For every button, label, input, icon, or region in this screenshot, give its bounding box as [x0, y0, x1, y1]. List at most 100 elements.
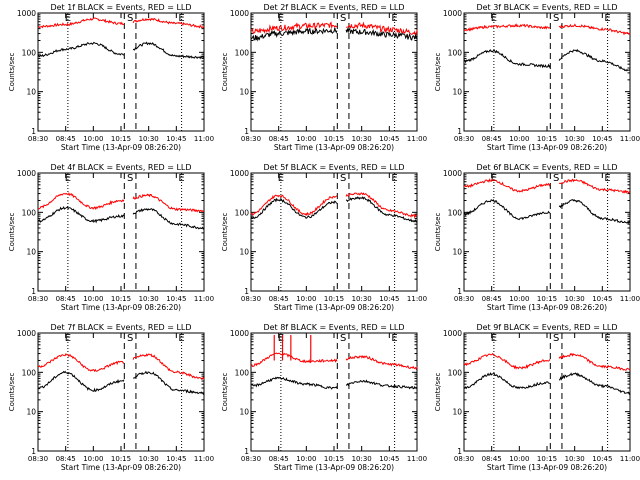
x-tick-label: 08:30: [28, 455, 48, 463]
y-axis-label: Counts/sec: [8, 213, 16, 252]
y-tick-label: 1: [31, 287, 36, 296]
y-tick-label: 10: [239, 408, 249, 417]
lld-rate-series: [250, 21, 418, 37]
plot-frame: [463, 12, 631, 132]
y-tick-label: 100: [448, 208, 463, 217]
y-tick-label: 100: [22, 48, 37, 57]
y-tick-label: 1000: [17, 9, 36, 18]
x-tick-label: 10:00: [509, 135, 529, 143]
marker-label: E: [604, 13, 610, 24]
lld-rate-series: [38, 352, 205, 380]
x-tick-label: 10:45: [592, 455, 612, 463]
y-tick-label: 1000: [230, 169, 249, 178]
y-tick-label: 10: [239, 248, 249, 257]
marker-label: E: [391, 173, 397, 184]
y-tick-label: 1: [31, 447, 36, 456]
y-tick-label: 100: [448, 48, 463, 57]
x-axis-label: Start Time (13-Apr-09 08:26:20): [61, 463, 181, 472]
marker-label: E: [178, 173, 184, 184]
event-rate-series: [250, 27, 418, 42]
y-tick-label: 1: [457, 287, 462, 296]
lld-rate-series: [250, 192, 418, 219]
y-axis-label: Counts/sec: [434, 53, 442, 92]
marker-label: E: [491, 173, 497, 184]
y-tick-label: 1000: [443, 169, 462, 178]
y-tick-label: 1000: [230, 9, 249, 18]
event-rate-series: [37, 370, 205, 395]
y-tick-label: 100: [235, 368, 250, 377]
y-axis-label: Counts/sec: [8, 373, 16, 412]
y-tick-label: 1000: [17, 169, 36, 178]
lld-rate-series: [37, 17, 205, 29]
y-tick-label: 10: [452, 248, 462, 257]
x-tick-label: 10:45: [592, 135, 612, 143]
x-tick-label: 08:45: [269, 295, 289, 303]
marker-label: E: [178, 13, 184, 24]
x-axis-label: Start Time (13-Apr-09 08:26:20): [274, 143, 394, 152]
x-tick-label: 10:45: [166, 135, 186, 143]
x-tick-label: 10:30: [352, 295, 372, 303]
panel-title: Det 4f BLACK = Events, RED = LLD: [50, 163, 191, 172]
detector-panel: Det 6f BLACK = Events, RED = LLD 1 10 100 10…: [434, 163, 640, 312]
x-tick-label: 10:00: [509, 455, 529, 463]
x-tick-label: 10:30: [565, 295, 585, 303]
x-tick-label: 10:45: [379, 295, 399, 303]
marker-label: S: [340, 333, 346, 344]
panel-title: Det 7f BLACK = Events, RED = LLD: [50, 323, 191, 332]
x-tick-label: 08:30: [454, 295, 474, 303]
x-axis-label: Start Time (13-Apr-09 08:26:20): [274, 303, 394, 312]
marker-label: S: [340, 173, 346, 184]
detector-panel: Det 5f BLACK = Events, RED = LLD 1 10 100 10…: [221, 163, 427, 312]
x-tick-label: 08:45: [482, 455, 502, 463]
x-tick-label: 10:15: [537, 135, 557, 143]
detector-panel: Det 4f BLACK = Events, RED = LLD 1 10 100 10…: [8, 163, 214, 312]
detector-panel: Det 3f BLACK = Events, RED = LLD 1 10 100 10…: [434, 3, 640, 152]
y-tick-label: 100: [22, 208, 37, 217]
x-tick-label: 08:30: [454, 455, 474, 463]
y-tick-label: 1000: [17, 329, 36, 338]
marker-label: E: [65, 173, 71, 184]
detector-panel: Det 1f BLACK = Events, RED = LLD 1 10 100 10…: [8, 3, 214, 152]
plot-frame: [37, 332, 205, 452]
marker-label: E: [604, 333, 610, 344]
x-tick-label: 10:30: [352, 455, 372, 463]
marker-label: S: [340, 13, 346, 24]
plot-frame: [463, 172, 631, 292]
x-tick-label: 10:30: [565, 135, 585, 143]
x-tick-label: 10:15: [111, 295, 131, 303]
x-tick-label: 10:30: [565, 455, 585, 463]
y-axis-label: Counts/sec: [221, 53, 229, 92]
panel-title: Det 6f BLACK = Events, RED = LLD: [476, 163, 617, 172]
x-tick-label: 08:30: [241, 455, 261, 463]
event-rate-series: [250, 376, 418, 390]
lld-rate-series: [463, 23, 631, 36]
y-tick-label: 10: [26, 88, 36, 97]
y-tick-label: 100: [22, 368, 37, 377]
x-tick-label: 08:45: [269, 455, 289, 463]
y-tick-label: 100: [448, 368, 463, 377]
x-axis-label: Start Time (13-Apr-09 08:26:20): [61, 143, 181, 152]
x-axis-label: Start Time (13-Apr-09 08:26:20): [274, 463, 394, 472]
marker-label: S: [127, 173, 133, 184]
x-tick-label: 10:15: [111, 455, 131, 463]
x-tick-label: 10:45: [166, 455, 186, 463]
plot-frame: [463, 332, 631, 452]
x-tick-label: 08:45: [56, 455, 76, 463]
y-tick-label: 1: [457, 447, 462, 456]
x-tick-label: 08:45: [269, 135, 289, 143]
marker-label: E: [178, 333, 184, 344]
plot-frame: [250, 172, 418, 292]
marker-label: E: [491, 333, 497, 344]
event-rate-series: [37, 206, 205, 230]
y-tick-label: 1000: [443, 329, 462, 338]
x-axis-label: Start Time (13-Apr-09 08:26:20): [487, 303, 607, 312]
x-tick-label: 10:00: [296, 135, 316, 143]
marker-label: E: [65, 333, 71, 344]
y-tick-label: 10: [452, 88, 462, 97]
x-tick-label: 10:30: [352, 135, 372, 143]
marker-label: E: [391, 13, 397, 24]
x-tick-label: 08:45: [56, 295, 76, 303]
panel-title: Det 9f BLACK = Events, RED = LLD: [476, 323, 617, 332]
x-tick-label: 11:00: [407, 455, 427, 463]
marker-label: S: [127, 13, 133, 24]
